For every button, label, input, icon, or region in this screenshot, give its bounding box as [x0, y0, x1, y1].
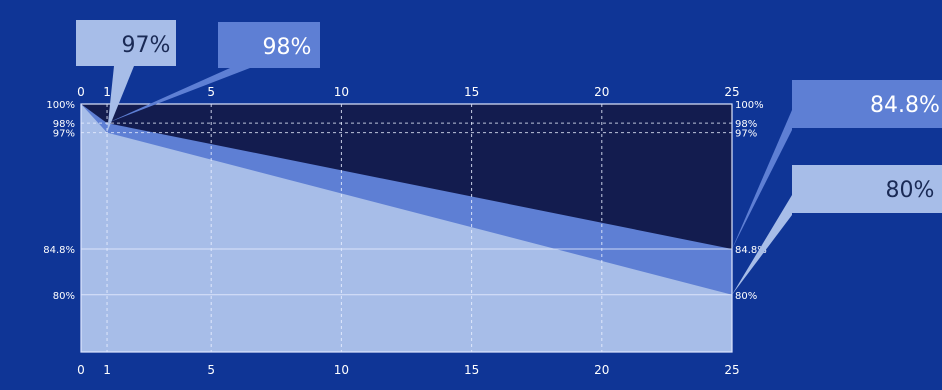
x-tick-label-top: 10	[334, 85, 349, 99]
callout-label: 98%	[263, 35, 312, 60]
callouts: 97% 98%84.8%80%	[76, 20, 942, 295]
callout-label: 84.8%	[870, 93, 940, 118]
x-tick-label-bottom: 25	[724, 363, 739, 377]
y-tick-label-right: 84.8%	[735, 245, 767, 256]
callout-3: 84.8%	[732, 80, 942, 249]
grid-lines	[81, 104, 732, 352]
callout-box	[792, 80, 942, 128]
y-tick-label-left: 98%	[53, 119, 75, 130]
callout-1: 97%	[76, 20, 176, 133]
y-tick-label-right: 100%	[735, 100, 764, 111]
y-axis-ticks: 100% 100%98% 98%97% 97%84.8% 84.8%80% 80%	[43, 100, 767, 302]
x-tick-label-top: 0	[77, 85, 85, 99]
x-tick-label-top: 15	[464, 85, 479, 99]
y-tick-label-left: 97%	[53, 129, 75, 140]
callout-2: 98%	[107, 22, 320, 124]
y-tick-label-left: 84.8%	[43, 245, 75, 256]
y-tick-label-right: 80%	[735, 291, 757, 302]
callout-box	[218, 22, 320, 68]
callout-pointer	[107, 66, 134, 133]
x-tick-label-top: 5	[207, 85, 215, 99]
callout-label: 80%	[886, 178, 935, 203]
x-tick-label-bottom: 0	[77, 363, 85, 377]
y-tick-label-left: 100%	[46, 100, 75, 111]
x-tick-label-bottom: 15	[464, 363, 479, 377]
series-area-2	[81, 104, 732, 352]
callout-pointer	[732, 110, 792, 249]
callout-4: 80%	[732, 165, 942, 295]
callout-box	[76, 20, 176, 66]
x-tick-label-bottom: 20	[594, 363, 609, 377]
x-tick-label-bottom: 5	[207, 363, 215, 377]
callout-label: 97%	[122, 33, 171, 58]
plot-frame	[80, 103, 733, 353]
x-tick-label-bottom: 10	[334, 363, 349, 377]
x-tick-label-top: 25	[724, 85, 739, 99]
y-tick-label-right: 97%	[735, 129, 757, 140]
x-tick-label-top: 20	[594, 85, 609, 99]
series-areas	[81, 104, 732, 352]
y-tick-label-left: 80%	[53, 291, 75, 302]
callout-box	[792, 165, 942, 213]
callout-pointer	[107, 68, 250, 124]
callout-pointer	[732, 195, 792, 295]
x-tick-label-bottom: 1	[103, 363, 111, 377]
y-tick-label-right: 98%	[735, 119, 757, 130]
x-tick-label-top: 1	[103, 85, 111, 99]
